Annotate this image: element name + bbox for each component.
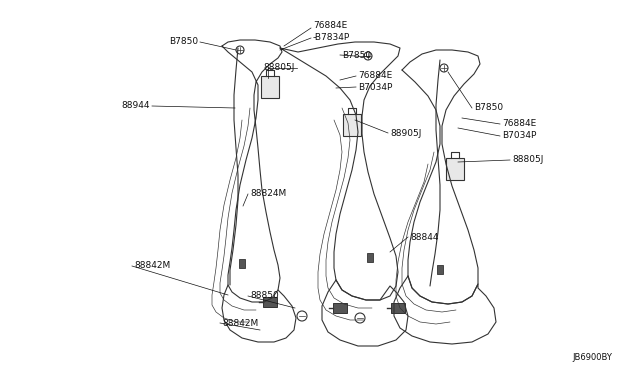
Bar: [391, 303, 405, 313]
Text: -B7834P: -B7834P: [313, 33, 350, 42]
Text: 76884E: 76884E: [313, 22, 348, 31]
Text: 76884E: 76884E: [358, 71, 392, 80]
Text: B7850: B7850: [474, 103, 503, 112]
Text: 88842M: 88842M: [222, 318, 259, 327]
Text: B7034P: B7034P: [358, 83, 392, 92]
Text: 88944: 88944: [122, 102, 150, 110]
Text: 88844: 88844: [410, 232, 438, 241]
Text: B7034P: B7034P: [502, 131, 536, 141]
Text: B7850: B7850: [169, 38, 198, 46]
Bar: [367, 253, 373, 262]
Text: 88805J: 88805J: [512, 155, 543, 164]
Bar: [343, 114, 361, 136]
Bar: [333, 303, 347, 313]
Text: 88905J: 88905J: [390, 128, 421, 138]
Text: 88824M: 88824M: [250, 189, 286, 199]
Bar: [437, 265, 443, 274]
Bar: [261, 76, 279, 98]
Text: 88805J: 88805J: [264, 64, 295, 73]
Bar: [239, 259, 245, 268]
Text: B7850: B7850: [342, 51, 371, 60]
Bar: [263, 297, 277, 307]
Text: 76884E: 76884E: [502, 119, 536, 128]
Text: JB6900BY: JB6900BY: [572, 353, 612, 362]
Text: 88842M: 88842M: [134, 262, 170, 270]
Text: 88850: 88850: [250, 292, 279, 301]
Bar: [446, 158, 464, 180]
